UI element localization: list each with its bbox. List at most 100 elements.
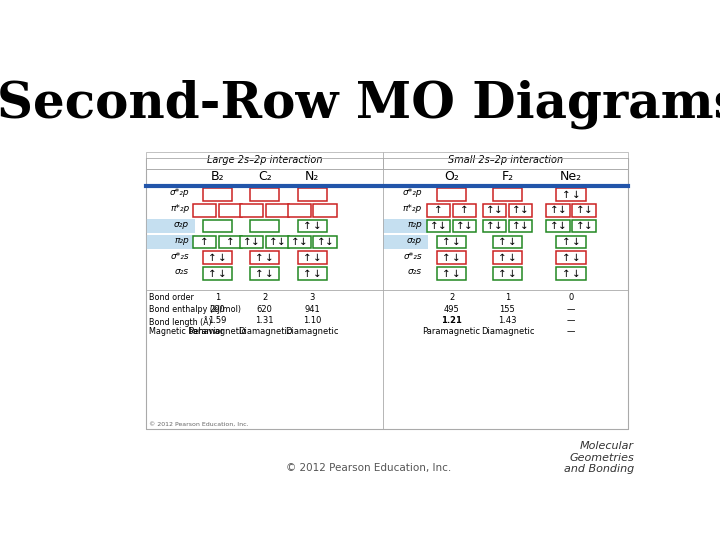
Text: 1.31: 1.31 [256, 316, 274, 325]
Bar [266, 204, 289, 217]
Bar [383, 219, 428, 233]
Text: ↓: ↓ [494, 205, 503, 215]
Bar [383, 152, 629, 168]
Text: ↓: ↓ [508, 253, 517, 263]
Bar [313, 235, 337, 248]
Text: σ*₂p: σ*₂p [402, 188, 422, 197]
Bar [145, 235, 195, 249]
Bar [313, 204, 337, 217]
Text: ↓: ↓ [572, 268, 580, 279]
Text: © 2012 Pearson Education, Inc.: © 2012 Pearson Education, Inc. [148, 422, 248, 427]
Text: π₂p: π₂p [408, 220, 422, 229]
Text: Bond length (Å): Bond length (Å) [149, 316, 212, 327]
Bar [437, 188, 466, 201]
Bar [193, 235, 216, 248]
Text: Diamagnetic: Diamagnetic [238, 327, 292, 336]
Text: Diamagnetic: Diamagnetic [285, 327, 339, 336]
Bar [383, 235, 428, 249]
Text: 495: 495 [444, 305, 459, 314]
Bar [453, 204, 476, 217]
Text: Bond order: Bond order [149, 294, 194, 302]
Text: O₂: O₂ [444, 170, 459, 183]
Text: N₂: N₂ [305, 170, 319, 183]
Text: Magnetic behavior: Magnetic behavior [149, 327, 224, 336]
Bar [437, 267, 466, 280]
Text: σ₂p: σ₂p [407, 236, 422, 245]
Text: ↓: ↓ [265, 253, 274, 263]
Text: ↑: ↑ [442, 268, 451, 279]
Bar [287, 204, 311, 217]
Text: ↑: ↑ [302, 221, 312, 231]
Bar [572, 204, 595, 217]
Text: ↑: ↑ [486, 205, 495, 215]
Text: ↓: ↓ [312, 268, 322, 279]
Text: Large 2s–2p interaction: Large 2s–2p interaction [207, 154, 322, 165]
Bar [219, 235, 242, 248]
Bar [203, 267, 232, 280]
Text: ↑: ↑ [208, 253, 217, 263]
Bar [546, 220, 570, 232]
Text: 290: 290 [210, 305, 225, 314]
Bar [509, 220, 532, 232]
Text: ↓: ↓ [299, 237, 307, 247]
Bar [557, 235, 585, 248]
Text: 941: 941 [305, 305, 320, 314]
Text: 1.43: 1.43 [498, 316, 517, 325]
Bar [557, 188, 585, 201]
Text: ↓: ↓ [572, 190, 580, 199]
Text: ↑: ↑ [243, 237, 252, 247]
Bar [437, 252, 466, 264]
Text: ↑: ↑ [269, 237, 278, 247]
Text: ↑: ↑ [256, 253, 264, 263]
Bar [437, 235, 466, 248]
Text: ↓: ↓ [520, 205, 528, 215]
Text: σ₂s: σ₂s [175, 267, 189, 276]
Bar [557, 267, 585, 280]
Bar [509, 204, 532, 217]
Text: σ*₂p: σ*₂p [170, 188, 189, 197]
Text: ↓: ↓ [312, 253, 322, 263]
Text: ↓: ↓ [572, 237, 580, 247]
Text: ↑: ↑ [550, 205, 559, 215]
Text: ↑: ↑ [562, 190, 570, 199]
Bar [297, 252, 327, 264]
Text: ↑: ↑ [226, 237, 235, 247]
Bar [193, 204, 216, 217]
Text: ↑: ↑ [562, 268, 570, 279]
Bar [145, 152, 383, 168]
Text: ↑: ↑ [460, 205, 469, 215]
Text: σ₂s: σ₂s [408, 267, 422, 276]
Text: 1.10: 1.10 [303, 316, 321, 325]
Text: σ*₂s: σ*₂s [403, 252, 422, 261]
Text: B₂: B₂ [210, 170, 224, 183]
Text: ↓: ↓ [557, 221, 567, 231]
Text: ↑: ↑ [550, 221, 559, 231]
Text: ↑: ↑ [317, 237, 325, 247]
Text: 1.21: 1.21 [441, 316, 462, 325]
Bar [203, 220, 232, 232]
Text: σ*₂s: σ*₂s [171, 252, 189, 261]
Text: ↑: ↑ [208, 268, 217, 279]
Text: Diamagnetic: Diamagnetic [481, 327, 534, 336]
Bar [250, 252, 279, 264]
Text: Second-Row MO Diagrams: Second-Row MO Diagrams [0, 79, 720, 129]
Text: ↓: ↓ [218, 268, 227, 279]
Text: Paramagnetic: Paramagnetic [423, 327, 480, 336]
Bar [203, 188, 232, 201]
Bar [297, 188, 327, 201]
Bar [287, 235, 311, 248]
Text: C₂: C₂ [258, 170, 271, 183]
Text: Bond enthalpy (kJ/mol): Bond enthalpy (kJ/mol) [149, 305, 241, 314]
Text: ↓: ↓ [583, 205, 593, 215]
Bar [493, 252, 522, 264]
Text: ↓: ↓ [325, 237, 333, 247]
Text: ↑: ↑ [442, 253, 451, 263]
Bar [483, 220, 506, 232]
Text: 1.59: 1.59 [208, 316, 226, 325]
Bar [240, 235, 264, 248]
Text: ↓: ↓ [452, 268, 461, 279]
Bar [145, 219, 195, 233]
Text: Molecular
Geometries
and Bonding: Molecular Geometries and Bonding [564, 441, 634, 474]
Text: ↑: ↑ [512, 205, 521, 215]
Bar [297, 267, 327, 280]
